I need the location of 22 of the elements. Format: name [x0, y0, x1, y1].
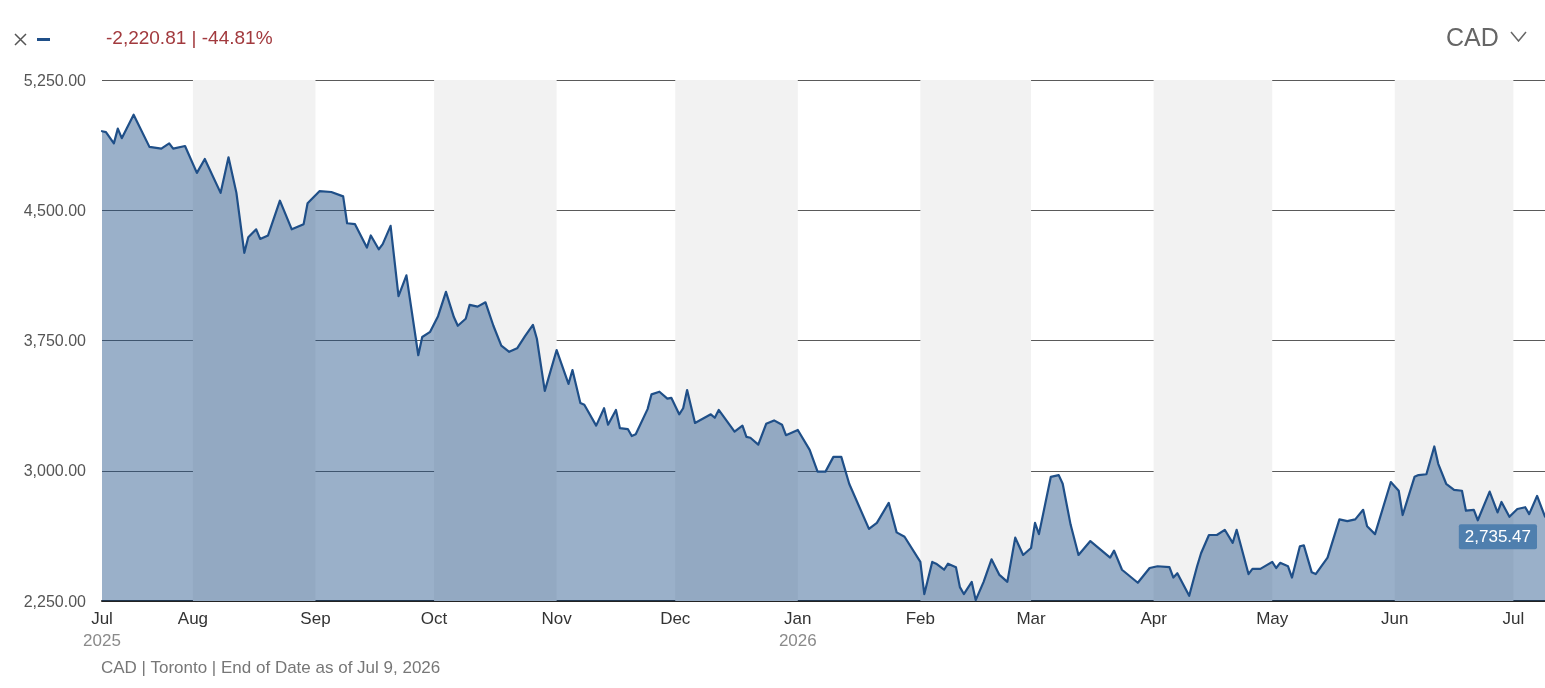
y-tick-label: 3,000.00: [23, 462, 87, 480]
x-tick-label: Nov: [541, 608, 573, 628]
y-tick-label: 5,250.00: [23, 71, 87, 89]
x-tick-label: Aug: [177, 608, 209, 628]
y-tick-label: 4,500.00: [23, 201, 87, 219]
x-tick-label: Mar: [1016, 608, 1047, 628]
y-tick-label: 3,750.00: [23, 332, 87, 349]
x-tick-label: Jul 2025: [83, 608, 121, 650]
text: CAD: [1446, 22, 1499, 52]
y-tick-label: 2,250.00: [23, 592, 87, 610]
text: CAD | Toronto | End of Date as of Jul 9, 2026: [101, 658, 441, 679]
x-tick-label: Jul: [1502, 608, 1525, 628]
x-tick-label: Apr: [1140, 608, 1168, 628]
x-tick-label: Jan 2026: [778, 608, 817, 650]
x-tick-label: Jun: [1381, 608, 1409, 628]
text: -2,220.81 | -44.81%: [106, 27, 273, 50]
x-tick-label: Oct: [420, 608, 448, 628]
x-tick-label: Sep: [300, 608, 331, 628]
data-label: 2,735.47: [1464, 527, 1531, 547]
x-tick-label: May: [1256, 608, 1289, 628]
x-tick-label: Dec: [660, 608, 691, 628]
x-tick-label: Feb: [905, 608, 936, 628]
